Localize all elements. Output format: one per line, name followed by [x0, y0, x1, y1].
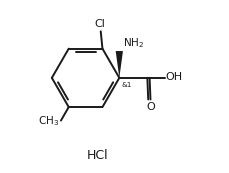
Text: Cl: Cl	[94, 19, 105, 29]
Text: NH$_2$: NH$_2$	[123, 36, 144, 50]
Polygon shape	[115, 51, 123, 78]
Text: OH: OH	[165, 72, 182, 82]
Text: &1: &1	[120, 82, 131, 88]
Text: HCl: HCl	[87, 149, 108, 162]
Text: O: O	[146, 102, 154, 112]
Text: CH$_3$: CH$_3$	[38, 115, 59, 128]
